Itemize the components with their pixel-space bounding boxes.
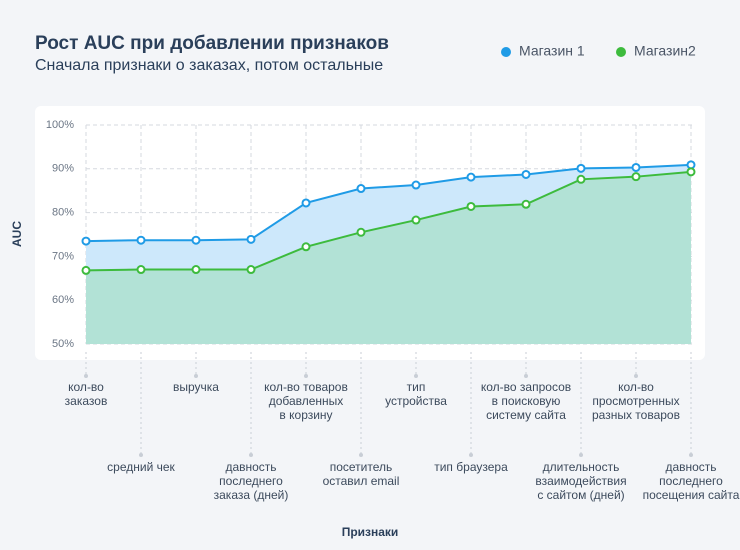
point [81, 265, 91, 275]
label-dot [524, 374, 528, 378]
x-tick-label: выручка [173, 380, 219, 394]
point [576, 163, 586, 173]
legend-label: Магазин 1 [519, 43, 585, 59]
point [136, 235, 146, 245]
x-tick-label-line: устройства [385, 394, 447, 408]
x-tick-label-line: заказов [65, 394, 108, 408]
label-dot [139, 453, 143, 457]
point [301, 242, 311, 252]
x-tick-label-line: тип браузера [434, 460, 508, 474]
x-tick-label: кол-во товаров добавленных в корзину [264, 380, 348, 422]
label-dot [304, 374, 308, 378]
y-tick-label: 50% [52, 338, 74, 350]
point [521, 169, 531, 179]
x-tick-label-line: кол-во [68, 380, 104, 394]
x-tick-label-line: взаимодействия [535, 474, 626, 488]
x-tick-label: кол-во просмотренных разных товаров [592, 380, 680, 422]
label-dot [359, 453, 363, 457]
x-tick-label-line: тип [407, 380, 426, 394]
x-tick-label-line: добавленных [269, 394, 344, 408]
point [81, 236, 91, 246]
y-tick-label: 80% [52, 207, 74, 219]
point [246, 265, 256, 275]
legend-label: Магазин2 [634, 43, 696, 59]
legend-marker [501, 47, 511, 57]
point [411, 215, 421, 225]
point [576, 174, 586, 184]
x-tick-label-line: кол-во товаров [264, 380, 348, 394]
point [356, 227, 366, 237]
x-tick-label: кол-во запросов в поисковую систему сайта [481, 380, 571, 422]
x-tick-label-line: средний чек [107, 460, 175, 474]
label-dot [469, 453, 473, 457]
line [85, 170, 692, 272]
x-tick-label-line: давность [665, 460, 716, 474]
y-tick-label: 100% [46, 119, 74, 131]
label-dot [579, 453, 583, 457]
x-tick-label-line: систему сайта [486, 408, 566, 422]
x-tick-label-line: последнего [219, 474, 283, 488]
x-tick-label: длительность взаимодействия с сайтом (дней… [535, 460, 626, 502]
label-dot [249, 453, 253, 457]
x-tick-label-line: в поисковую [492, 394, 561, 408]
point [466, 172, 476, 182]
label-dot [414, 374, 418, 378]
y-tick-label: 60% [52, 294, 74, 306]
x-tick-label: тип устройства [385, 380, 447, 408]
point [521, 199, 531, 209]
x-tick-label-line: кол-во [618, 380, 654, 394]
x-tick-label: средний чек [107, 460, 175, 474]
point [301, 198, 311, 208]
chart-subtitle: Сначала признаки о заказах, потом осталь… [35, 57, 383, 74]
y-tick-label: 90% [52, 163, 74, 175]
legend-marker [616, 47, 626, 57]
x-tick-label-line: с сайтом (дней) [537, 488, 624, 502]
x-tick-label: давность последнего посещения сайта [643, 460, 740, 502]
x-tick-label-line: длительность [543, 460, 620, 474]
point [411, 180, 421, 190]
label-dot [84, 374, 88, 378]
point [191, 235, 201, 245]
point [246, 234, 256, 244]
x-tick-label-line: посещения сайта [643, 488, 740, 502]
label-dot [689, 453, 693, 457]
point [191, 265, 201, 275]
y-tick-label: 70% [52, 250, 74, 262]
x-tick-label-line: разных товаров [592, 408, 680, 422]
point [466, 201, 476, 211]
label-dot [194, 374, 198, 378]
point [356, 184, 366, 194]
point [136, 265, 146, 275]
x-tick-label-line: оставил email [323, 474, 400, 488]
x-tick-label-line: посетитель [330, 460, 393, 474]
y-axis-label: AUC [10, 221, 24, 247]
x-tick-label: кол-во заказов [65, 380, 108, 408]
label-dot [634, 374, 638, 378]
x-tick-label: посетитель оставил email [323, 460, 400, 488]
point [686, 160, 696, 170]
x-tick-label-line: заказа (дней) [214, 488, 289, 502]
chart-title: Рост AUC при добавлении признаков [35, 33, 389, 54]
point [631, 172, 641, 182]
point [686, 167, 696, 177]
x-tick-label-line: давность [225, 460, 276, 474]
x-tick-label-line: в корзину [279, 408, 332, 422]
x-tick-label-line: просмотренных [592, 394, 679, 408]
point [631, 162, 641, 172]
line [85, 163, 692, 243]
x-tick-label-line: последнего [659, 474, 723, 488]
x-tick-label-line: выручка [173, 380, 219, 394]
x-tick-label: тип браузера [434, 460, 508, 474]
x-tick-label-line: кол-во запросов [481, 380, 571, 394]
area [86, 171, 691, 344]
x-axis-label: Признаки [342, 525, 399, 539]
x-tick-label: давность последнего заказа (дней) [214, 460, 289, 502]
